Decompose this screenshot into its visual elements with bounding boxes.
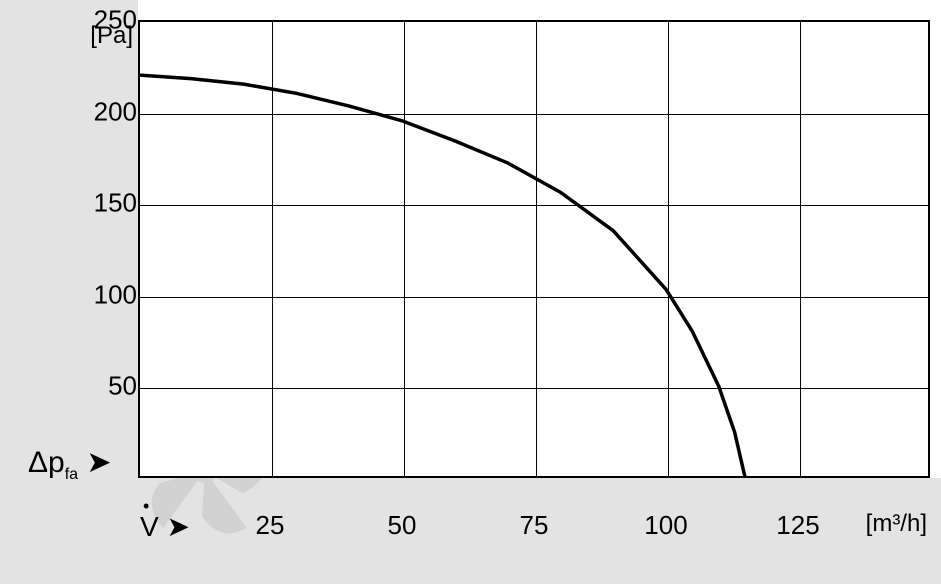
plot-area [138, 20, 930, 478]
x-tick-label: 25 [230, 510, 310, 541]
x-axis-unit: [m³/h] [866, 510, 927, 538]
y-axis-title: Δpfa ➤ [28, 445, 112, 484]
grid-line-vertical [404, 22, 405, 476]
grid-line-vertical [536, 22, 537, 476]
grid-line-horizontal [140, 388, 928, 389]
fan-performance-chart: VENTEL [Pa] [m³/h] Δpfa ➤ V• ➤ 255075100… [0, 0, 941, 584]
x-tick-label: 125 [758, 510, 838, 541]
grid-line-vertical [668, 22, 669, 476]
grid-line-horizontal [140, 205, 928, 206]
y-tick-label: 150 [17, 188, 137, 219]
grid-line-horizontal [140, 114, 928, 115]
x-tick-label: 50 [362, 510, 442, 541]
grid-line-vertical [272, 22, 273, 476]
grid-line-vertical [800, 22, 801, 476]
y-tick-label: 200 [17, 96, 137, 127]
x-tick-label: 100 [626, 510, 706, 541]
y-tick-label: 100 [17, 279, 137, 310]
grid-line-horizontal [140, 297, 928, 298]
x-axis-title: V• ➤ [140, 510, 190, 543]
x-tick-label: 75 [494, 510, 574, 541]
y-tick-label: 250 [17, 5, 137, 36]
y-tick-label: 50 [17, 371, 137, 402]
